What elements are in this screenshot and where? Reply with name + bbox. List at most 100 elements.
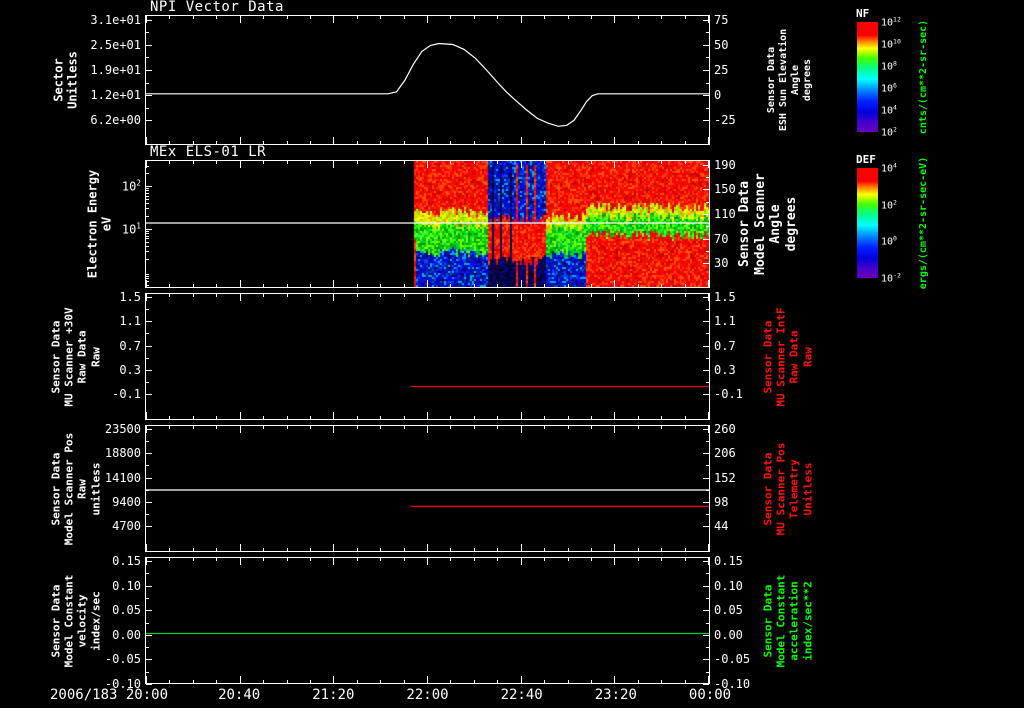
x-minor-tick [192, 294, 194, 297]
y-tick [703, 20, 709, 21]
x-axis-label-1: 20:40 [218, 687, 261, 703]
panel-scanpos [145, 425, 710, 552]
x-minor-tick [684, 426, 686, 429]
y-minor-tick [706, 622, 709, 624]
x-tick [239, 294, 241, 301]
x-tick [239, 544, 241, 551]
y-tick [146, 45, 152, 46]
y-tick [703, 684, 709, 685]
y-minor-tick [146, 32, 149, 34]
y-minor-tick [146, 190, 149, 192]
x-tick [708, 280, 709, 287]
y-tick-label: 0.05 [112, 603, 141, 618]
x-minor-tick [590, 16, 592, 19]
y-tick [703, 321, 709, 322]
y-tick-label: 0.00 [112, 627, 141, 642]
y-tick [703, 561, 709, 562]
colorbar-tick-label: 1012 [881, 15, 901, 29]
y-minor-tick [706, 573, 709, 575]
x-tick [333, 294, 335, 301]
y-minor-tick [146, 198, 149, 200]
x-minor-tick [380, 141, 382, 144]
x-minor-tick [661, 141, 663, 144]
y-minor-tick [706, 309, 709, 311]
colorbar-tick-label: 10-2 [881, 271, 901, 285]
x-minor-tick [661, 416, 663, 419]
x-minor-tick [263, 558, 265, 561]
y-minor-tick [146, 203, 149, 204]
y-minor-tick [146, 441, 149, 443]
x-minor-tick [684, 294, 686, 297]
x-tick [239, 676, 241, 683]
y-tick-label: 260 [714, 422, 736, 437]
colorbar-tick-label: 104 [881, 161, 897, 175]
y-minor-tick [706, 465, 709, 467]
x-minor-tick [661, 284, 663, 287]
y-minor-tick [146, 357, 149, 359]
x-axis-label-2: 21:20 [312, 687, 355, 703]
y-tick [703, 214, 709, 215]
y-minor-tick [146, 82, 149, 84]
y-tick-label: 1.1 [119, 314, 141, 329]
y-minor-tick [706, 177, 709, 179]
y-tick-label: 152 [714, 470, 736, 485]
y-tick [146, 321, 152, 322]
x-minor-tick [403, 284, 405, 287]
x-minor-tick [169, 16, 171, 19]
y-minor-tick [146, 245, 149, 247]
x-minor-tick [380, 294, 382, 297]
x-tick [614, 161, 616, 168]
x-minor-tick [544, 161, 546, 164]
series-layer-velocity [146, 632, 709, 635]
x-minor-tick [169, 141, 171, 144]
x-minor-tick [497, 416, 499, 419]
x-minor-tick [544, 16, 546, 19]
y-minor-tick [146, 57, 149, 59]
y-tick [146, 684, 152, 685]
x-minor-tick [169, 294, 171, 297]
x-minor-tick [450, 161, 452, 164]
y-tick-label: 1.9e+01 [90, 62, 141, 77]
superscript: 2 [136, 178, 141, 188]
y-minor-tick [146, 622, 149, 624]
colorbar-tick-label: 100 [881, 234, 897, 248]
y-tick-label: 44 [714, 519, 729, 534]
x-minor-tick [309, 141, 311, 144]
panel-els [145, 160, 710, 288]
y-minor-tick [146, 278, 149, 280]
x-tick [614, 280, 616, 287]
y-tick [146, 70, 152, 71]
y-tick-label: 30 [714, 256, 729, 271]
y-minor-tick [146, 671, 149, 673]
x-minor-tick [403, 558, 405, 561]
x-tick [239, 558, 241, 565]
x-minor-tick [661, 426, 663, 429]
y-tick-label: 98 [714, 494, 729, 509]
y-minor-tick [706, 671, 709, 673]
y-tick-label: 1.5 [119, 290, 141, 305]
x-minor-tick [473, 548, 475, 551]
y-tick [703, 239, 709, 240]
x-minor-tick [637, 284, 639, 287]
x-minor-tick [684, 416, 686, 419]
y-tick-label: 0.10 [112, 578, 141, 593]
y-tick [703, 263, 709, 264]
y-tick-label: 206 [714, 446, 736, 461]
x-tick [146, 558, 147, 565]
y-minor-tick [146, 465, 149, 467]
panel-velocity [145, 557, 710, 685]
x-minor-tick [216, 161, 218, 164]
x-minor-tick [192, 548, 194, 551]
x-minor-tick [473, 426, 475, 429]
x-minor-tick [192, 141, 194, 144]
superscript: 2 [893, 197, 897, 206]
x-minor-tick [309, 426, 311, 429]
x-tick [333, 426, 335, 433]
x-minor-tick [661, 680, 663, 683]
y-tick [703, 165, 709, 166]
x-tick [614, 558, 616, 565]
x-minor-tick [497, 548, 499, 551]
y-tick [146, 429, 152, 430]
series-esh-sun-elevation-angle [146, 42, 709, 127]
y-minor-tick [706, 513, 709, 515]
